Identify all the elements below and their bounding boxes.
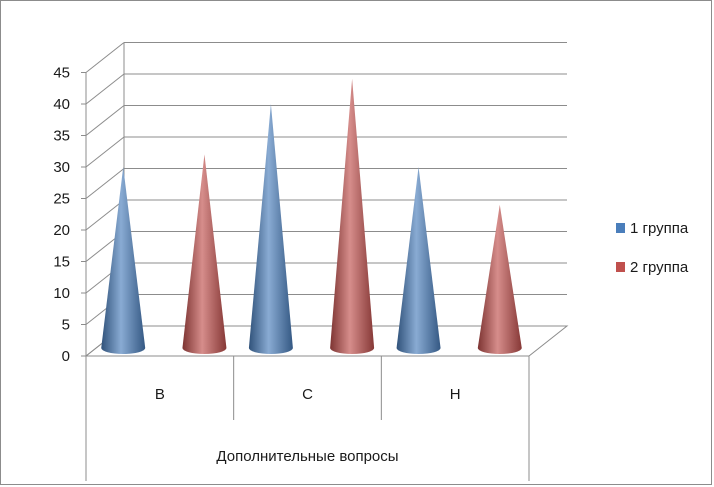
cone-2 группа-C — [330, 78, 375, 355]
cone-1 группа-H — [396, 167, 441, 354]
y-tick-label: 30 — [53, 159, 70, 176]
y-tick-label: 0 — [62, 348, 70, 365]
y-axis-ticks: 0 5 10 15 20 25 30 35 40 45 — [53, 65, 86, 365]
cone-2 группа-B — [182, 154, 227, 354]
cone-body — [101, 167, 146, 354]
cone-body — [248, 104, 293, 354]
gridline-side — [85, 136, 125, 168]
y-tick-label: 40 — [53, 96, 70, 113]
legend-label: 1 группа — [630, 220, 689, 237]
y-tick-label: 15 — [53, 254, 70, 271]
category-label: B — [155, 386, 165, 403]
cone-1 группа-B — [101, 167, 146, 354]
y-tick-label: 5 — [62, 317, 70, 334]
gridline-side — [85, 168, 125, 199]
category-label: H — [450, 386, 461, 403]
cone-1 группа-C — [248, 104, 293, 354]
cone-2 группа-H — [477, 204, 522, 355]
x-axis-title: Дополнительные вопросы — [216, 448, 398, 465]
gridline-side — [85, 73, 125, 105]
y-tick-label: 35 — [53, 128, 70, 145]
y-tick-label: 45 — [53, 65, 70, 82]
legend-swatch — [616, 262, 625, 272]
y-tick-label: 10 — [53, 285, 70, 302]
category-label: C — [302, 386, 313, 403]
legend: 1 группа 2 группа — [616, 220, 689, 276]
cones — [101, 78, 522, 355]
legend-swatch — [616, 223, 625, 233]
cone-body — [182, 154, 227, 354]
x-axis: B C H Дополнительные вопросы — [85, 355, 530, 481]
cone-body — [396, 167, 441, 354]
gridline-side — [85, 105, 125, 136]
cone-body — [477, 204, 522, 355]
legend-label: 2 группа — [630, 259, 689, 276]
y-tick-label: 25 — [53, 191, 70, 208]
gridline-side — [85, 199, 125, 231]
y-tick-label: 20 — [53, 222, 70, 239]
cone-body — [330, 78, 375, 355]
gridline-side — [85, 42, 125, 73]
